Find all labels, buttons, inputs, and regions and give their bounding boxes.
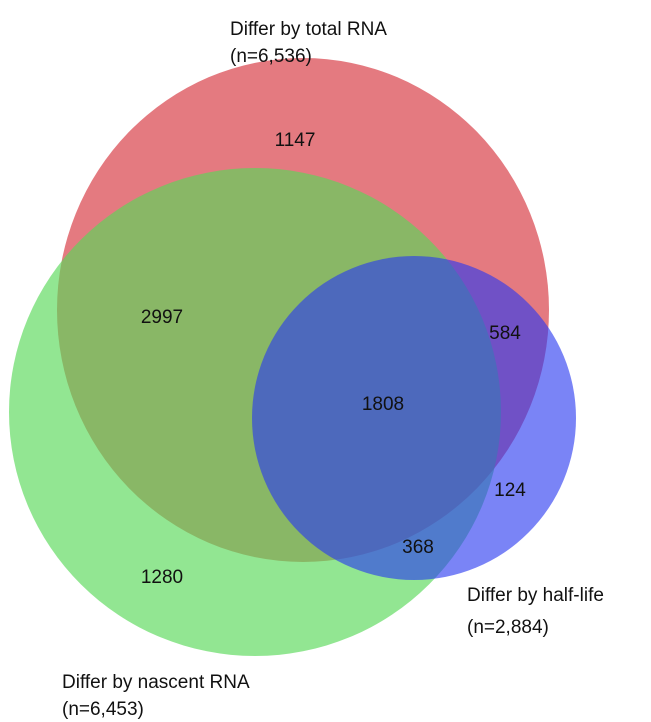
set-label: Differ by total RNA [230,19,387,40]
region-count: 584 [489,323,521,344]
region-count: 124 [494,480,526,501]
set-label: Differ by half-life [467,585,604,606]
set-size: (n=6,453) [62,699,144,720]
region-count: 1280 [141,567,183,588]
set-half-life [252,256,576,580]
region-count: 368 [402,537,434,558]
set-size: (n=2,884) [467,617,549,638]
region-count: 1147 [275,130,316,151]
set-size: (n=6,536) [230,46,312,67]
set-label: Differ by nascent RNA [62,672,250,693]
region-count: 2997 [141,307,183,328]
region-count: 1808 [362,394,404,415]
